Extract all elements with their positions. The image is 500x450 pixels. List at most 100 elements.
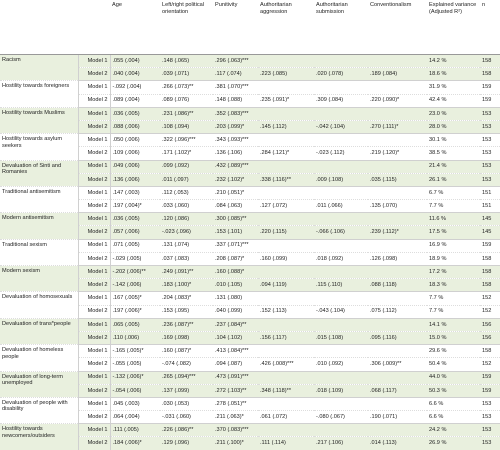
table-row: Model 2.110 (.006) .169 (.098) .104 (.102)… xyxy=(0,331,500,346)
cell: 158 xyxy=(480,344,500,359)
cell: 7.7 % xyxy=(427,291,480,306)
cell: 11.6 % xyxy=(427,212,480,227)
model-label: Model 2 xyxy=(78,357,111,372)
cell: .231 (.086)** xyxy=(160,107,213,121)
model-label: Model 1 xyxy=(78,423,111,438)
table-row: Traditional antisemitism Model 1.147 (.00… xyxy=(0,186,500,214)
model-label: Model 1 xyxy=(78,265,111,280)
cell: .296 (.063)*** xyxy=(213,54,258,69)
cell: 6.7 % xyxy=(427,186,480,201)
cell: .265 (.094)*** xyxy=(160,371,213,385)
model-label: Model 2 xyxy=(78,436,111,450)
cell: .426 (.008)*** xyxy=(258,357,314,372)
cell: 6.6 % xyxy=(427,410,480,425)
table-row: Devaluation of trans*people Model 1.065 (… xyxy=(0,318,500,346)
cell: 159 xyxy=(480,384,500,398)
cell: .210 (.051)* xyxy=(213,186,258,201)
cell: .049 (.006) xyxy=(110,160,160,174)
cell xyxy=(258,344,314,359)
table-row: Hostility towards foreigners Model 1 -.092… xyxy=(0,80,500,108)
cell xyxy=(258,291,314,306)
cell: .010 (.092) xyxy=(314,357,368,372)
cell xyxy=(368,107,427,121)
cell xyxy=(258,80,314,95)
cell: 159 xyxy=(480,94,500,108)
cell: 15.0 % xyxy=(427,331,480,346)
cell: 21.4 % xyxy=(427,160,480,174)
cell: 18.3 % xyxy=(427,278,480,293)
cell xyxy=(368,239,427,253)
cell: .160 (.099) xyxy=(258,252,314,267)
cell: .010 (.105) xyxy=(213,278,258,293)
table-row: Model 2.197 (.006)* .153 (.095) .040 (.099… xyxy=(0,305,500,319)
cell: .337 (.071)*** xyxy=(213,239,258,253)
model-label: Model 2 xyxy=(78,305,111,319)
cell: .131 (.074) xyxy=(160,239,213,253)
cell: .370 (.083)*** xyxy=(213,423,258,438)
cell: .040 (.099) xyxy=(213,305,258,319)
cell: 158 xyxy=(480,265,500,280)
cell: .129 (.096) xyxy=(160,436,213,450)
cell: -.080 (.067) xyxy=(314,410,368,425)
cell: .270 (.111)* xyxy=(368,120,427,135)
cell xyxy=(314,344,368,359)
cell: -.074 (.082) xyxy=(160,357,213,372)
cell: .190 (.071) xyxy=(368,410,427,425)
cell: -.031 (.060) xyxy=(160,410,213,425)
cell: .148 (.088) xyxy=(213,94,258,108)
cell: 153 xyxy=(480,107,500,121)
group-label: Devaluation of people with disability xyxy=(0,397,79,425)
cell: 145 xyxy=(480,212,500,227)
cell: .171 (.102)* xyxy=(160,146,213,161)
column-header: Punitivity xyxy=(213,0,258,55)
model-label: Model 1 xyxy=(78,212,111,227)
cell: .266 (.073)** xyxy=(160,80,213,95)
cell: .348 (.118)** xyxy=(258,384,314,398)
cell: 26.9 % xyxy=(427,436,480,450)
cell: .035 (.115) xyxy=(368,173,427,187)
cell xyxy=(368,54,427,69)
cell: .065 (.005) xyxy=(110,318,160,332)
cell: -.023 (.096) xyxy=(160,225,213,240)
cell xyxy=(258,186,314,201)
cell xyxy=(368,344,427,359)
column-header: Authoritarian submission xyxy=(314,0,368,55)
cell: .117 (.074) xyxy=(213,67,258,82)
model-label: Model 1 xyxy=(78,397,111,412)
cell: .104 (.102) xyxy=(213,331,258,346)
model-label: Model 1 xyxy=(78,291,111,306)
cell: 153 xyxy=(480,173,500,187)
cell: .160 (.088)* xyxy=(213,265,258,280)
cell: .306 (.009)** xyxy=(368,357,427,372)
cell: 153 xyxy=(480,120,500,135)
cell: .219 (.120)* xyxy=(368,146,427,161)
cell: .095 (.116) xyxy=(368,331,427,346)
cell: -.054 (.006) xyxy=(110,384,160,398)
cell: .284 (.121)* xyxy=(258,146,314,161)
cell: 31.9 % xyxy=(427,80,480,95)
cell: 18.9 % xyxy=(427,252,480,267)
cell: .050 (.006) xyxy=(110,133,160,148)
cell: .237 (.084)** xyxy=(213,318,258,332)
model-label: Model 2 xyxy=(78,199,111,214)
cell: .068 (.117) xyxy=(368,384,427,398)
cell: .045 (.003) xyxy=(110,397,160,412)
table-row: Model 2.089 (.004) .089 (.076) .148 (.088)… xyxy=(0,94,500,108)
cell xyxy=(258,54,314,69)
cell: .153 (.095) xyxy=(160,305,213,319)
cell xyxy=(314,397,368,412)
cell: .011 (.097) xyxy=(160,173,213,187)
cell: .235 (.091)* xyxy=(258,94,314,108)
cell: 158 xyxy=(480,278,500,293)
cell: -.023 (.112) xyxy=(314,146,368,161)
cell xyxy=(314,291,368,306)
cell: .189 (.084) xyxy=(368,67,427,82)
cell: .197 (.004)* xyxy=(110,199,160,214)
cell xyxy=(368,397,427,412)
model-label: Model 1 xyxy=(78,239,111,253)
cell: .131 (.080) xyxy=(213,291,258,306)
cell: .145 (.112) xyxy=(258,120,314,135)
model-label: Model 1 xyxy=(78,133,111,148)
cell: .075 (.112) xyxy=(368,305,427,319)
cell: 50.3 % xyxy=(427,384,480,398)
